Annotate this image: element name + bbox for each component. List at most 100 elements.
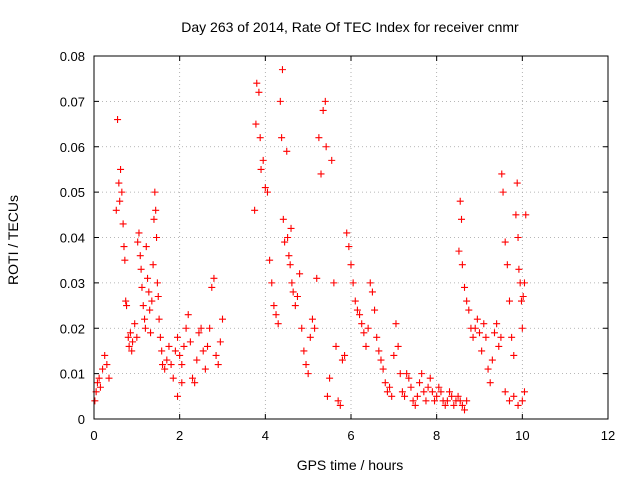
data-point bbox=[433, 392, 441, 400]
data-point bbox=[386, 383, 394, 391]
data-point bbox=[95, 374, 103, 382]
data-point bbox=[138, 283, 146, 291]
data-point bbox=[455, 247, 463, 255]
data-point bbox=[296, 270, 304, 278]
data-point bbox=[458, 215, 466, 223]
data-point bbox=[377, 356, 385, 364]
data-layer bbox=[91, 66, 530, 414]
data-point bbox=[465, 306, 473, 314]
data-point bbox=[206, 324, 214, 332]
data-point bbox=[263, 188, 271, 196]
data-point bbox=[431, 397, 439, 405]
data-point bbox=[456, 397, 464, 405]
y-tick-label: 0.01 bbox=[60, 367, 85, 382]
data-point bbox=[428, 388, 436, 396]
data-point bbox=[118, 188, 126, 196]
data-point bbox=[131, 320, 139, 328]
data-point bbox=[381, 379, 389, 387]
y-tick-label: 0 bbox=[78, 412, 85, 427]
data-point bbox=[458, 401, 466, 409]
data-point bbox=[420, 388, 428, 396]
data-point bbox=[514, 234, 522, 241]
data-point bbox=[191, 379, 199, 387]
data-point bbox=[153, 234, 161, 241]
data-point bbox=[270, 302, 278, 310]
data-point bbox=[176, 351, 184, 359]
y-tick-label: 0.03 bbox=[60, 276, 85, 291]
data-point bbox=[144, 274, 152, 282]
data-point bbox=[129, 338, 137, 346]
data-point bbox=[390, 351, 398, 359]
data-point bbox=[119, 220, 127, 228]
data-point bbox=[199, 347, 207, 355]
data-point bbox=[499, 188, 507, 196]
data-point bbox=[392, 320, 400, 328]
data-point bbox=[418, 370, 426, 378]
data-point bbox=[463, 397, 471, 405]
data-point bbox=[345, 243, 353, 251]
data-point bbox=[154, 292, 162, 300]
data-point bbox=[343, 229, 351, 237]
data-point bbox=[515, 265, 523, 273]
data-point bbox=[522, 211, 530, 219]
data-point bbox=[128, 347, 136, 355]
data-point bbox=[124, 333, 132, 341]
data-point bbox=[219, 315, 226, 323]
data-point bbox=[291, 302, 299, 310]
data-point bbox=[252, 120, 260, 128]
data-point bbox=[394, 342, 402, 350]
data-point bbox=[151, 188, 159, 196]
data-point bbox=[317, 170, 325, 178]
data-point bbox=[510, 351, 518, 359]
data-point bbox=[443, 397, 451, 405]
data-point bbox=[338, 356, 346, 364]
data-point bbox=[121, 256, 129, 264]
data-point bbox=[518, 397, 526, 405]
data-point bbox=[471, 324, 479, 332]
data-point bbox=[508, 333, 516, 341]
data-point bbox=[174, 333, 182, 341]
y-tick-label: 0.06 bbox=[60, 140, 85, 155]
data-point bbox=[123, 302, 131, 310]
data-point bbox=[255, 88, 263, 96]
data-point bbox=[486, 379, 494, 387]
data-point bbox=[450, 401, 458, 409]
data-point bbox=[422, 397, 430, 405]
data-point bbox=[321, 97, 329, 105]
data-point bbox=[288, 279, 296, 287]
data-point bbox=[424, 383, 432, 391]
data-point bbox=[411, 401, 419, 409]
data-point bbox=[469, 333, 477, 341]
data-point bbox=[484, 365, 492, 373]
y-tick-label: 0.08 bbox=[60, 49, 85, 64]
data-point bbox=[332, 342, 340, 350]
data-point bbox=[161, 365, 169, 373]
data-point bbox=[212, 351, 220, 359]
x-tick-label: 0 bbox=[90, 428, 97, 443]
data-point bbox=[437, 388, 445, 396]
data-point bbox=[482, 333, 490, 341]
x-tick-label: 8 bbox=[433, 428, 440, 443]
data-point bbox=[182, 324, 190, 332]
data-point bbox=[519, 292, 527, 300]
data-point bbox=[116, 197, 124, 205]
data-point bbox=[322, 143, 330, 151]
data-point bbox=[517, 297, 525, 305]
data-point bbox=[125, 342, 133, 350]
data-point bbox=[454, 392, 462, 400]
data-point bbox=[137, 265, 145, 273]
data-point bbox=[204, 342, 212, 350]
data-point bbox=[463, 297, 471, 305]
data-point bbox=[383, 388, 391, 396]
data-point bbox=[323, 392, 331, 400]
data-point bbox=[364, 324, 372, 332]
data-point bbox=[313, 274, 321, 282]
data-point bbox=[461, 406, 469, 414]
data-point bbox=[155, 315, 163, 323]
data-point bbox=[446, 388, 454, 396]
data-point bbox=[503, 261, 511, 269]
data-point bbox=[480, 320, 488, 328]
data-point bbox=[458, 261, 466, 269]
data-point bbox=[158, 347, 166, 355]
data-point bbox=[96, 383, 104, 391]
